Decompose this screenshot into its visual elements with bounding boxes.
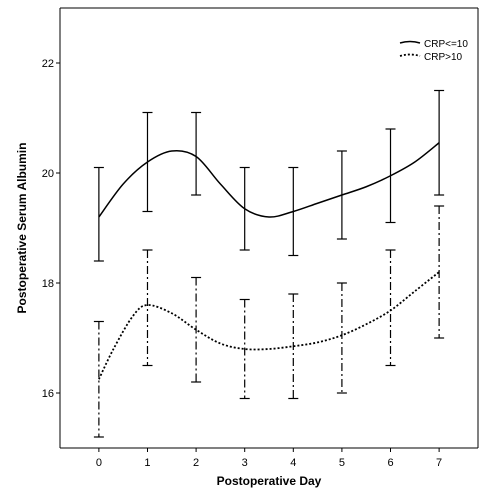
legend-swatch xyxy=(399,53,421,57)
legend: CRP<=10 CRP>10 xyxy=(399,39,468,63)
error-bar-crp-high xyxy=(434,205,445,339)
x-tick-label: 6 xyxy=(387,457,393,469)
y-tick-label: 20 xyxy=(42,168,54,180)
plot-frame xyxy=(59,7,479,449)
y-tick-label: 16 xyxy=(42,388,54,400)
y-axis-ticks: 16 18 20 22 xyxy=(42,58,60,400)
x-tick-label: 2 xyxy=(193,457,199,469)
error-bar-crp-high xyxy=(93,320,104,438)
x-tick-label: 5 xyxy=(339,457,345,469)
error-bar-crp-high xyxy=(239,298,250,400)
y-axis-title: Postoperative Serum Albumin xyxy=(15,143,29,314)
error-bar-crp-high xyxy=(336,282,347,394)
error-bar-crp-low xyxy=(191,111,202,196)
error-bars xyxy=(93,89,445,438)
x-tick-label: 1 xyxy=(144,457,150,469)
x-axis-title: Postoperative Day xyxy=(217,474,322,488)
x-axis-ticks: 0 1 2 3 4 5 6 7 xyxy=(96,448,442,469)
x-tick-label: 0 xyxy=(96,457,102,469)
legend-label: CRP<=10 xyxy=(424,39,468,50)
error-bar-crp-high xyxy=(191,276,202,383)
y-tick-label: 22 xyxy=(42,58,54,70)
error-bar-crp-high xyxy=(385,249,396,367)
series-line-crp-high xyxy=(98,271,440,380)
x-tick-label: 3 xyxy=(242,457,248,469)
error-bar-crp-high xyxy=(288,293,299,400)
legend-swatch xyxy=(399,40,421,44)
legend-label: CRP>10 xyxy=(424,52,463,63)
y-tick-label: 18 xyxy=(42,278,54,290)
error-bar-crp-low xyxy=(93,166,104,262)
series-lines xyxy=(98,142,440,380)
x-tick-label: 7 xyxy=(436,457,442,469)
series-line-crp-low xyxy=(98,142,440,218)
x-tick-label: 4 xyxy=(290,457,296,469)
error-bar-crp-high xyxy=(142,249,153,367)
